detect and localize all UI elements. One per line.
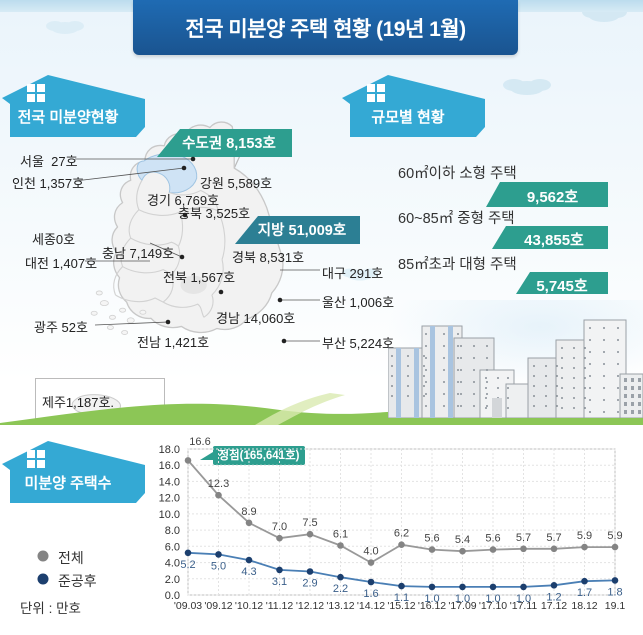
svg-text:12.3: 12.3	[208, 478, 229, 490]
svg-text:'10.12: '10.12	[235, 600, 263, 612]
svg-text:8.9: 8.9	[241, 506, 256, 518]
svg-text:정점(165,641호): 정점(165,641호)	[219, 448, 300, 462]
svg-text:1.6: 1.6	[363, 588, 378, 600]
svg-text:5.7: 5.7	[516, 532, 531, 544]
svg-text:6.1: 6.1	[333, 529, 348, 541]
svg-text:1.0: 1.0	[485, 593, 500, 605]
svg-text:2.2: 2.2	[333, 583, 348, 595]
svg-text:1.0: 1.0	[424, 593, 439, 605]
svg-text:5.2: 5.2	[180, 559, 195, 571]
svg-text:1.1: 1.1	[394, 592, 409, 604]
svg-text:4.0: 4.0	[363, 546, 378, 558]
svg-text:'14.12: '14.12	[357, 600, 385, 612]
svg-text:16.6: 16.6	[189, 436, 210, 448]
svg-text:1.7: 1.7	[577, 587, 592, 599]
svg-text:7.0: 7.0	[272, 521, 287, 533]
svg-text:1.0: 1.0	[455, 593, 470, 605]
svg-text:6.0: 6.0	[165, 541, 180, 553]
svg-text:3.1: 3.1	[272, 576, 287, 588]
svg-text:1.8: 1.8	[607, 586, 622, 598]
svg-text:4.3: 4.3	[241, 566, 256, 578]
svg-text:18.12: 18.12	[571, 600, 597, 612]
svg-text:8.0: 8.0	[165, 525, 180, 537]
svg-text:'12.12: '12.12	[296, 600, 324, 612]
svg-text:12.0: 12.0	[159, 493, 180, 505]
svg-text:1.0: 1.0	[516, 593, 531, 605]
svg-text:'13.12: '13.12	[326, 600, 354, 612]
svg-text:2.0: 2.0	[165, 574, 180, 586]
svg-text:7.5: 7.5	[302, 517, 317, 529]
svg-text:10.0: 10.0	[159, 509, 180, 521]
svg-text:5.0: 5.0	[211, 560, 226, 572]
svg-text:19.1: 19.1	[605, 600, 626, 612]
svg-text:2.9: 2.9	[302, 578, 317, 590]
svg-text:5.9: 5.9	[577, 530, 592, 542]
svg-text:5.9: 5.9	[607, 530, 622, 542]
svg-text:6.2: 6.2	[394, 528, 409, 540]
svg-text:'09.03: '09.03	[174, 600, 202, 612]
svg-text:5.7: 5.7	[546, 532, 561, 544]
svg-text:1.2: 1.2	[546, 591, 561, 603]
svg-text:'09.12: '09.12	[204, 600, 232, 612]
svg-text:5.6: 5.6	[424, 533, 439, 545]
svg-text:5.6: 5.6	[485, 533, 500, 545]
svg-text:5.4: 5.4	[455, 534, 470, 546]
svg-text:14.0: 14.0	[159, 476, 180, 488]
svg-text:'11.12: '11.12	[266, 600, 294, 612]
svg-text:18.0: 18.0	[159, 444, 180, 456]
svg-text:4.0: 4.0	[165, 558, 180, 570]
svg-text:16.0: 16.0	[159, 460, 180, 472]
